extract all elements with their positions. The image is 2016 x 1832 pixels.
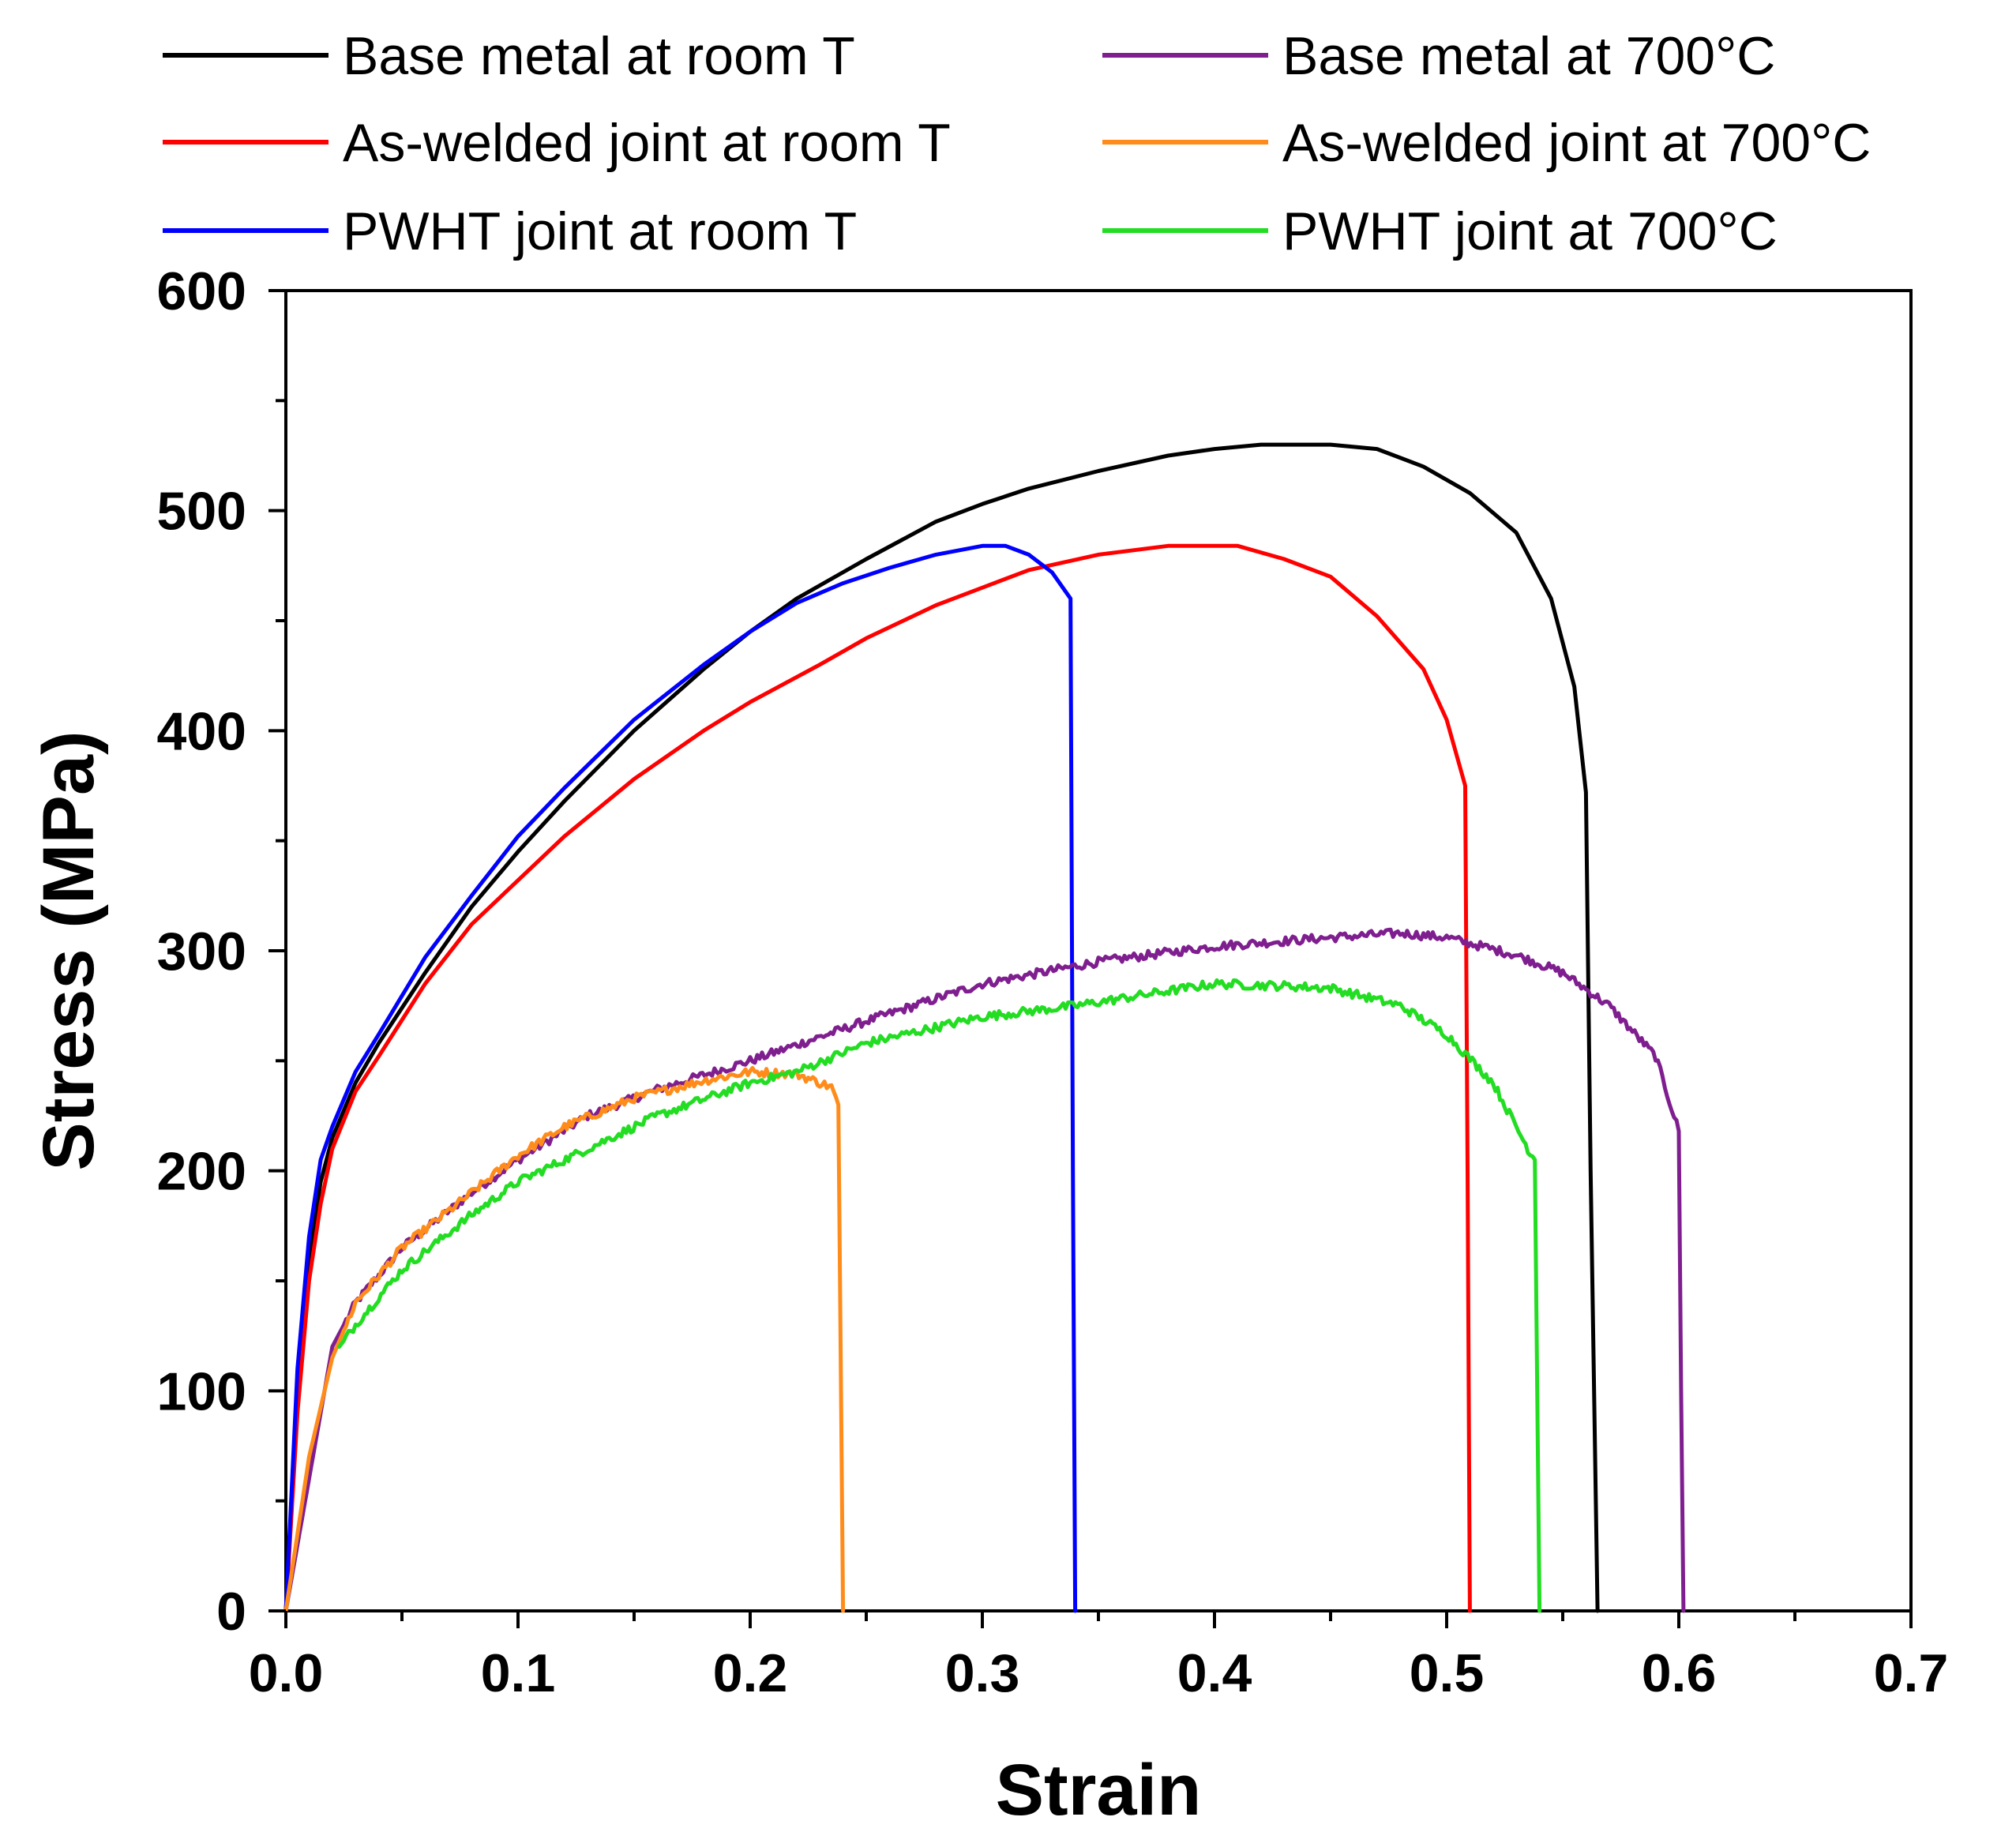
ticks-layer: 0.0 0.1 0.2 0.3 0.4 0.5 0.6 0.7 0 100 200 300 400 500… xyxy=(157,261,1949,1703)
series-layer xyxy=(283,442,1686,1613)
legend-label: PWHT joint at room T xyxy=(343,201,857,261)
legend: Base metal at room T As-welded joint at r… xyxy=(163,26,1871,261)
x-tick-label: 0.7 xyxy=(1874,1643,1949,1703)
y-tick-label: 200 xyxy=(157,1142,246,1202)
x-tick-label: 0.4 xyxy=(1177,1643,1252,1703)
series-line-3 xyxy=(283,543,1078,1613)
y-tick-label: 300 xyxy=(157,922,246,982)
series-line-1 xyxy=(283,442,1600,1613)
y-tick-label: 100 xyxy=(157,1361,246,1421)
x-tick-label: 0.1 xyxy=(481,1643,556,1703)
y-tick-label: 500 xyxy=(157,482,246,542)
legend-label: As-welded joint at room T xyxy=(343,113,951,173)
x-axis-title: Strain xyxy=(996,1750,1202,1830)
series-line-6 xyxy=(337,978,1542,1613)
series-line-5 xyxy=(283,1066,846,1613)
x-tick-label: 0.5 xyxy=(1410,1643,1485,1703)
y-tick-label: 0 xyxy=(216,1582,246,1642)
legend-label: Base metal at 700°C xyxy=(1282,26,1775,86)
x-tick-label: 0.2 xyxy=(713,1643,788,1703)
legend-label: As-welded joint at 700°C xyxy=(1282,113,1871,173)
x-tick-label: 0.3 xyxy=(945,1643,1020,1703)
series-line-2 xyxy=(283,543,1472,1613)
x-tick-label: 0.6 xyxy=(1642,1643,1717,1703)
y-tick-label: 600 xyxy=(157,261,246,321)
y-tick-label: 400 xyxy=(157,701,246,761)
x-tick-label: 0.0 xyxy=(249,1643,324,1703)
legend-label: PWHT joint at 700°C xyxy=(1282,201,1778,261)
legend-label: Base metal at room T xyxy=(343,26,855,86)
y-axis-title: Stress (MPa) xyxy=(28,730,109,1170)
